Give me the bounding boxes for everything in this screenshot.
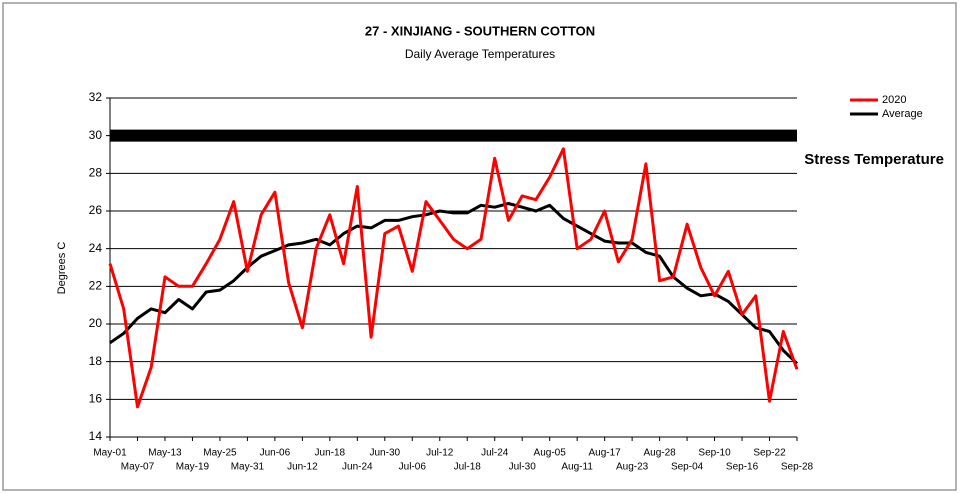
x-tick-label: Aug-05 [534, 448, 567, 459]
x-tick-label: Jul-06 [399, 462, 427, 473]
x-tick-label: Sep-28 [781, 462, 814, 473]
x-tick-label: Sep-16 [726, 462, 759, 473]
y-tick-label: 14 [89, 429, 103, 443]
legend-label: Average [882, 108, 923, 120]
x-tick-label: Jun-30 [370, 448, 401, 459]
y-tick-label: 26 [89, 203, 103, 217]
y-tick-label: 16 [89, 392, 103, 406]
series-line [109, 202, 799, 365]
x-tick-label: Sep-22 [753, 448, 786, 459]
chart-subtitle: Daily Average Temperatures [405, 47, 555, 61]
y-axis-label: Degrees C [56, 242, 68, 295]
x-tick-label: Sep-04 [671, 462, 704, 473]
x-tick-label: Jun-24 [342, 462, 373, 473]
y-tick-label: 28 [89, 166, 103, 180]
y-tick-label: 22 [89, 279, 103, 293]
x-tick-label: Jun-18 [315, 448, 346, 459]
x-tick-label: Jun-06 [260, 448, 291, 459]
y-tick-label: 32 [89, 90, 103, 104]
y-tick-label: 24 [89, 241, 103, 255]
y-tick-label: 18 [89, 354, 103, 368]
x-tick-label: May-25 [203, 448, 237, 459]
x-tick-label: Jul-24 [481, 448, 509, 459]
x-tick-label: Aug-17 [589, 448, 622, 459]
x-tick-label: Aug-11 [561, 462, 593, 473]
series-line [108, 147, 799, 409]
x-tick-label: Aug-28 [643, 448, 676, 459]
y-tick-label: 30 [89, 128, 103, 142]
x-tick-label: May-01 [93, 448, 127, 459]
x-tick-label: Sep-10 [698, 448, 731, 459]
threshold-label: Stress Temperature [804, 151, 944, 168]
x-tick-label: May-07 [121, 462, 155, 473]
y-tick-label: 20 [89, 316, 103, 330]
x-tick-label: May-13 [148, 448, 182, 459]
x-tick-label: Jul-30 [509, 462, 537, 473]
x-tick-label: Jun-12 [287, 462, 318, 473]
x-tick-label: May-19 [176, 462, 210, 473]
legend-label: 2020 [882, 94, 906, 106]
x-tick-label: Jul-18 [454, 462, 482, 473]
x-tick-label: Aug-23 [616, 462, 649, 473]
x-tick-label: Jul-12 [426, 448, 454, 459]
chart-title: 27 - XINJIANG - SOUTHERN COTTON [365, 23, 595, 38]
x-tick-label: May-31 [231, 462, 265, 473]
